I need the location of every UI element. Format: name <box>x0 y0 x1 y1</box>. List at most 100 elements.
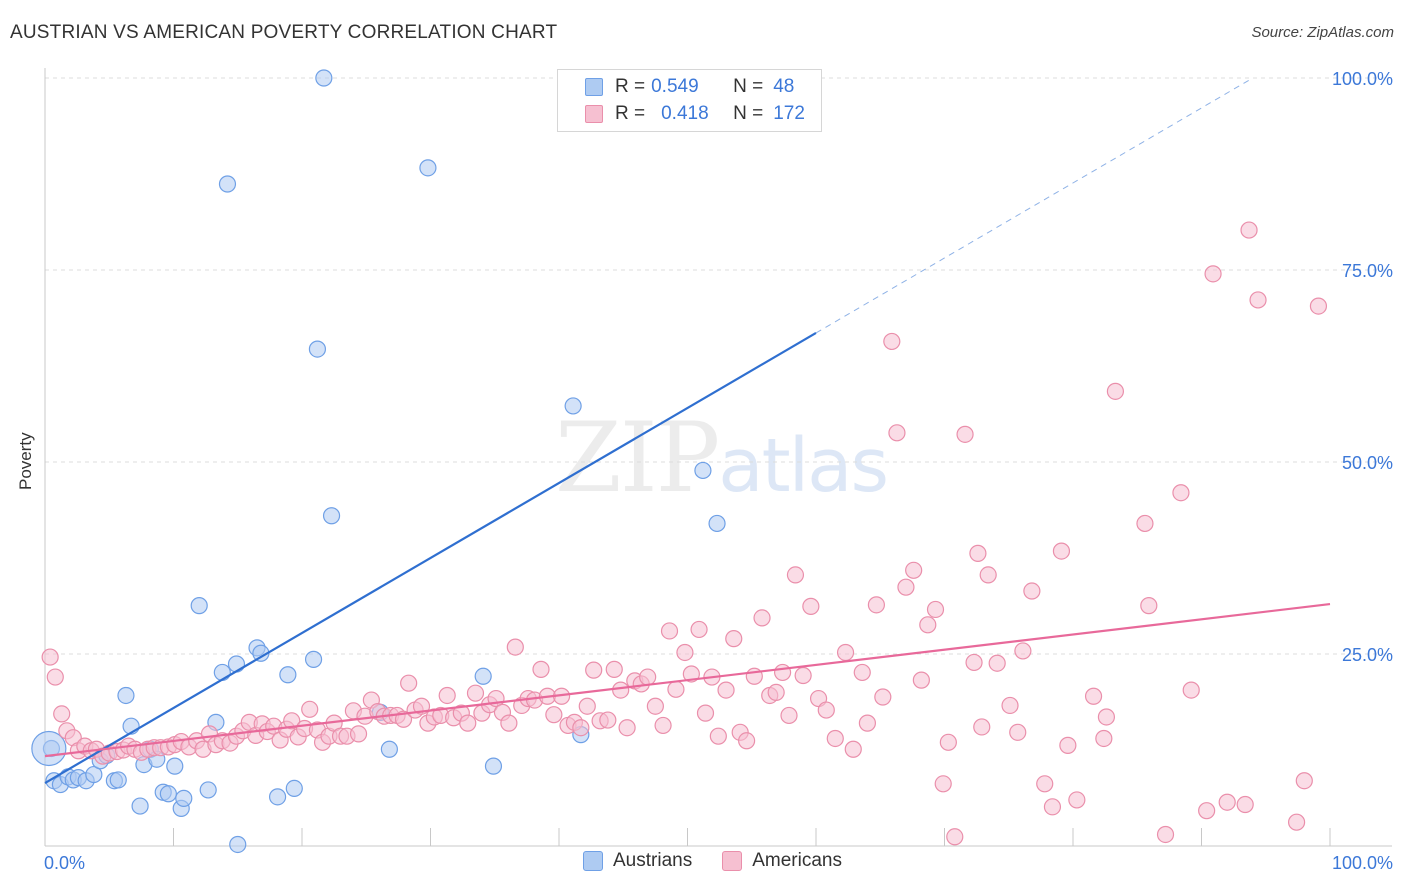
point-americans <box>817 701 835 719</box>
point-americans <box>939 733 957 751</box>
point-americans <box>1172 484 1190 502</box>
point-austrians <box>166 757 184 775</box>
point-americans <box>545 706 563 724</box>
y-tick-label: 100.0% <box>1332 69 1393 89</box>
point-austrians <box>213 663 231 682</box>
legend-r-value-americans: 0.418 <box>661 103 709 124</box>
point-austrians <box>380 740 398 758</box>
point-americans <box>780 706 798 725</box>
point-americans <box>965 653 983 672</box>
point-americans <box>905 561 923 579</box>
gridlines <box>45 77 1392 655</box>
watermark-zip: ZIP <box>555 402 720 514</box>
point-austrians <box>315 69 333 87</box>
x-tick-label-min: 0.0% <box>44 853 85 873</box>
point-austrians <box>308 340 327 358</box>
point-austrians <box>474 667 492 685</box>
point-americans <box>1240 221 1258 239</box>
point-americans <box>1295 772 1313 790</box>
point-americans <box>572 719 590 737</box>
point-americans <box>725 630 743 648</box>
point-americans <box>646 697 664 715</box>
point-americans <box>973 718 991 736</box>
point-austrians <box>419 159 437 177</box>
point-americans <box>500 714 518 732</box>
point-americans <box>1309 297 1328 315</box>
axes <box>44 68 1392 847</box>
point-americans <box>767 683 785 702</box>
point-americans <box>1059 736 1077 754</box>
point-austrians <box>285 779 303 798</box>
correlation-legend: R = 0.549 N = 48 R = 0.418 N = 172 <box>557 69 822 132</box>
point-americans <box>605 660 623 678</box>
legend-swatch-americans <box>722 851 743 871</box>
point-americans <box>1095 729 1113 748</box>
point-austrians <box>85 765 103 784</box>
point-americans <box>717 681 735 699</box>
point-americans <box>1014 642 1032 660</box>
point-americans <box>654 716 672 735</box>
point-austrians <box>484 757 503 775</box>
point-austrians-large <box>31 730 67 767</box>
point-americans <box>1198 802 1216 820</box>
point-americans <box>738 732 756 750</box>
point-americans <box>690 620 708 639</box>
point-americans <box>888 424 906 442</box>
point-americans <box>1009 723 1027 741</box>
legend-n-value-americans: 172 <box>773 103 805 124</box>
point-americans <box>1249 291 1267 309</box>
watermark: ZIPatlas <box>555 402 889 514</box>
legend-r-label: R = <box>615 76 646 97</box>
point-americans <box>794 666 812 685</box>
point-americans <box>853 663 871 682</box>
point-americans <box>612 681 630 699</box>
y-tick-label: 75.0% <box>1342 261 1393 281</box>
point-americans <box>1023 582 1041 600</box>
series-austrians <box>31 69 726 854</box>
point-austrians <box>175 789 193 807</box>
point-americans <box>1068 791 1086 809</box>
trend-line-americans <box>44 602 1331 758</box>
point-austrians <box>268 788 287 806</box>
legend-n-value-austrians: 48 <box>773 76 795 97</box>
trend-line-austrians <box>44 332 817 784</box>
chart-source: Source: ZipAtlas.com <box>1251 24 1394 41</box>
y-axis-label: Poverty <box>16 432 35 490</box>
point-austrians <box>159 785 177 803</box>
point-americans <box>836 643 855 662</box>
point-americans <box>969 544 987 562</box>
point-austrians <box>109 771 127 789</box>
point-americans <box>1218 793 1236 811</box>
point-americans <box>858 714 877 732</box>
point-americans <box>1043 798 1062 816</box>
point-americans <box>639 668 657 686</box>
point-americans <box>1156 825 1175 844</box>
legend-swatch-austrians <box>585 78 603 96</box>
point-americans <box>802 597 820 615</box>
point-americans <box>349 725 368 743</box>
point-austrians <box>218 175 237 193</box>
point-americans <box>786 566 805 584</box>
point-americans <box>773 663 792 682</box>
point-americans <box>1136 514 1154 533</box>
trend-lines <box>44 77 1331 784</box>
point-americans <box>709 727 727 745</box>
point-americans <box>867 596 885 614</box>
point-americans <box>934 775 952 793</box>
point-americans <box>1140 597 1158 615</box>
point-austrians <box>694 461 712 480</box>
point-americans <box>53 705 71 723</box>
y-tick-label: 50.0% <box>1342 453 1393 473</box>
point-americans <box>532 660 550 678</box>
point-americans <box>599 711 617 729</box>
point-americans <box>301 700 319 718</box>
y-tick-label: 25.0% <box>1342 645 1393 665</box>
series-legend: Austrians Americans <box>583 850 872 872</box>
tick-labels: 25.0% 50.0% 75.0% 100.0% 0.0% 100.0% <box>44 69 1393 873</box>
point-austrians <box>199 781 217 799</box>
point-americans <box>1036 775 1054 793</box>
point-austrians <box>227 655 246 673</box>
point-austrians <box>304 650 323 668</box>
point-austrians <box>279 666 297 684</box>
